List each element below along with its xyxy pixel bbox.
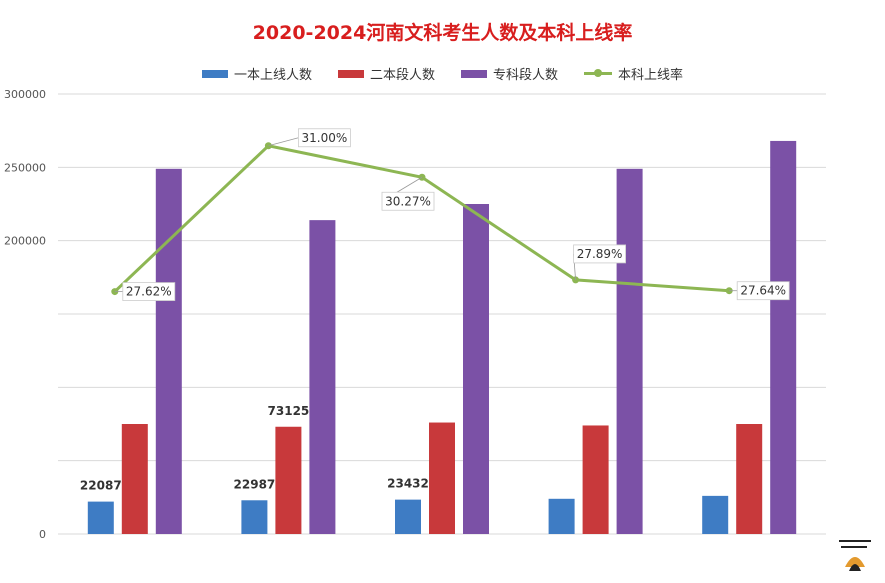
y-tick-label: 200000 xyxy=(4,235,46,248)
bar-value-label: 73125 xyxy=(268,404,310,418)
line-value-label: 30.27% xyxy=(385,194,431,208)
bar xyxy=(309,220,336,534)
bar-value-label: 22987 xyxy=(234,477,276,491)
y-tick-label: 250000 xyxy=(4,161,46,174)
bar xyxy=(87,501,114,534)
bar xyxy=(548,498,575,534)
legend-item: 专科段人数 xyxy=(461,64,558,83)
bar-value-label: 23432 xyxy=(387,477,429,491)
bar xyxy=(429,422,455,534)
line-value-label: 31.00% xyxy=(302,131,348,145)
bar xyxy=(702,495,729,534)
data-label-box xyxy=(736,281,790,301)
chart-title: 2020-2024河南文科考生人数及本科上线率 xyxy=(252,22,633,44)
line-value-label: 27.64% xyxy=(740,284,786,298)
y-tick-label: 300000 xyxy=(4,88,46,101)
legend-item: 本科上线率 xyxy=(584,64,683,83)
bar xyxy=(463,204,489,534)
data-label-box xyxy=(573,244,626,264)
bar xyxy=(155,168,182,535)
bar xyxy=(121,424,148,534)
bar xyxy=(770,140,797,534)
legend-item: 一本上线人数 xyxy=(201,64,312,83)
legend-swatch xyxy=(461,69,487,78)
bar-value-label: 22087 xyxy=(80,479,122,493)
data-label-box xyxy=(122,282,176,301)
legend-label: 本科上线率 xyxy=(618,68,684,83)
bar xyxy=(395,499,421,534)
bar xyxy=(736,424,763,534)
line-value-label: 27.62% xyxy=(126,285,172,299)
legend-label: 一本上线人数 xyxy=(233,68,312,83)
data-label-box xyxy=(381,191,435,211)
line-value-label: 27.89% xyxy=(577,247,623,261)
bar xyxy=(241,500,268,534)
data-label-box xyxy=(297,128,351,148)
legend-swatch xyxy=(201,69,228,78)
bar xyxy=(275,426,302,534)
watermark-logo-icon xyxy=(833,529,877,577)
legend-item: 二本段人数 xyxy=(337,64,435,83)
legend-swatch xyxy=(337,69,364,78)
legend-label: 二本段人数 xyxy=(369,68,435,83)
legend-label: 专科段人数 xyxy=(493,68,559,83)
y-tick-label: 0 xyxy=(39,528,46,541)
legend-swatch xyxy=(584,69,613,77)
bar xyxy=(616,168,643,535)
chart-legend: 一本上线人数 二本段人数 专科段人数 本科上线率 xyxy=(0,64,885,83)
data-label-leader xyxy=(268,137,299,147)
bar xyxy=(582,425,609,534)
